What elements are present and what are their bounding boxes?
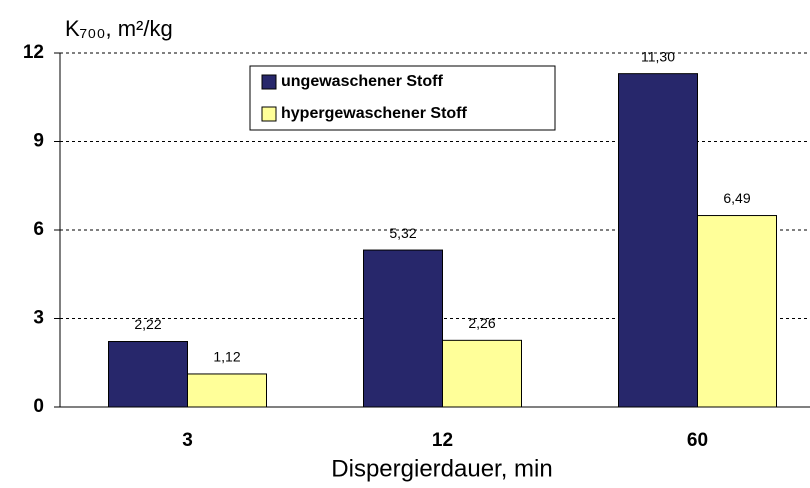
value-label: 11,30 (641, 48, 675, 64)
value-label: 2,22 (134, 316, 161, 332)
legend-box (249, 65, 556, 131)
y-tick-label: 0 (33, 396, 44, 417)
legend-swatch (261, 74, 277, 90)
x-tick-label: 3 (182, 430, 193, 451)
legend-label: hypergewaschener Stoff (281, 105, 468, 122)
y-axis-title: K₇₀₀, m²/kg (65, 16, 173, 41)
value-label: 6,49 (723, 190, 750, 206)
y-tick-label: 9 (33, 131, 44, 152)
legend-label: ungewaschener Stoff (281, 73, 443, 90)
x-tick-label: 60 (687, 430, 708, 451)
bar (108, 341, 188, 408)
value-label: 5,32 (389, 225, 416, 241)
value-label: 2,26 (468, 315, 495, 331)
bar (363, 249, 443, 408)
x-axis-title: Dispergierdauer, min (331, 455, 552, 482)
x-tick-label: 12 (432, 430, 453, 451)
bar (697, 215, 777, 408)
y-tick-label: 12 (23, 42, 44, 63)
y-tick-label: 6 (33, 219, 44, 240)
bar (618, 73, 698, 408)
legend-swatch (261, 106, 277, 122)
value-label: 1,12 (213, 349, 240, 365)
bar (187, 373, 267, 408)
y-tick-label: 3 (33, 308, 44, 329)
bar (442, 339, 522, 408)
